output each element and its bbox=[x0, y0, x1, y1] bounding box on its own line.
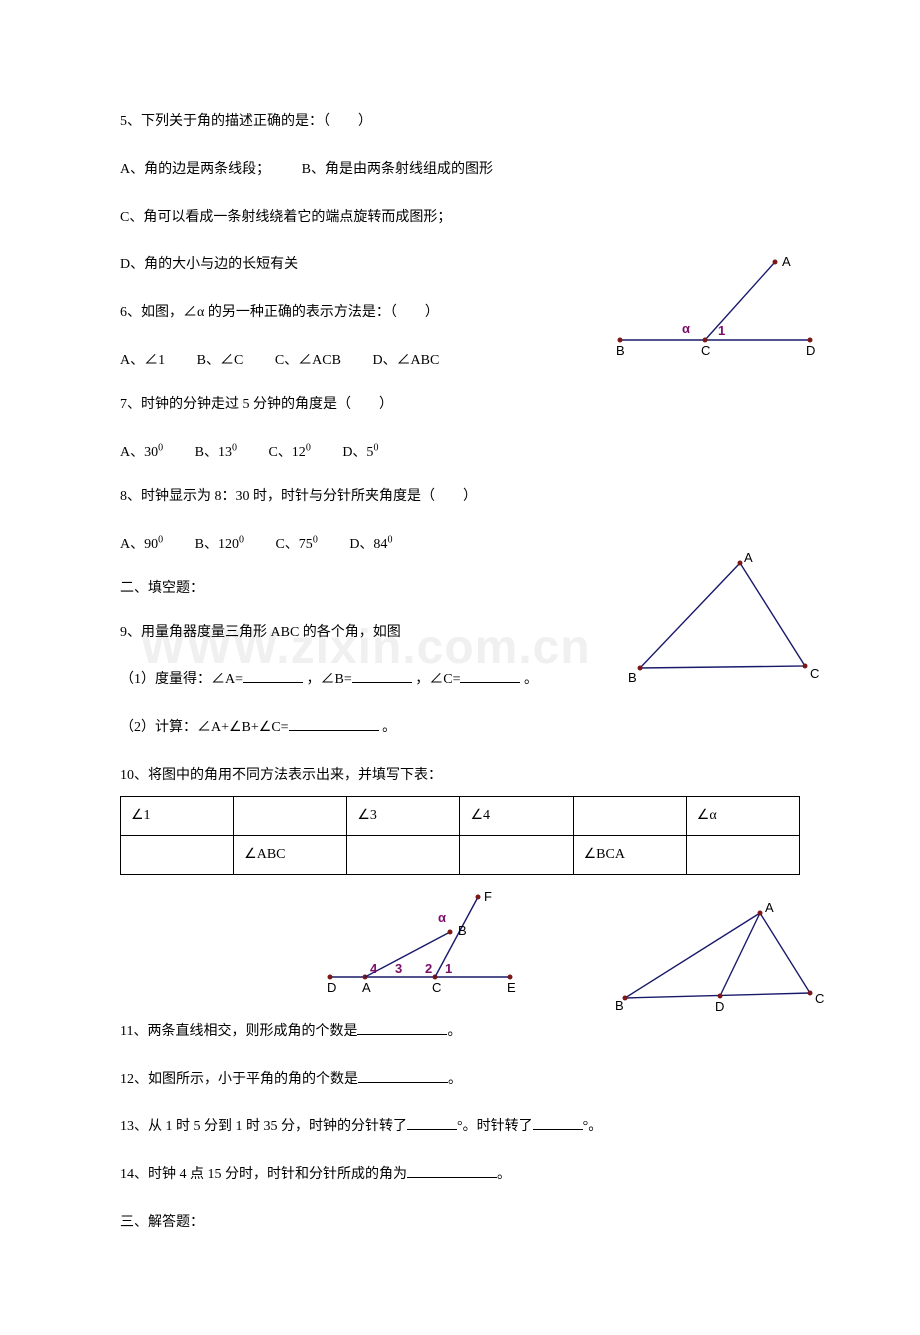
q6-C: C、∠ACB bbox=[275, 349, 341, 369]
q7-B: B、130 bbox=[195, 441, 237, 461]
svg-text:D: D bbox=[327, 980, 336, 995]
svg-text:4: 4 bbox=[370, 961, 378, 976]
q7-A: A、300 bbox=[120, 441, 163, 461]
q5-C: C、角可以看成一条射线绕着它的端点旋转而成图形； bbox=[120, 206, 800, 230]
cell-r2c4 bbox=[460, 835, 573, 874]
q8-stem: 8、时钟显示为 8：30 时，时针与分针所夹角度是（ ） bbox=[120, 485, 800, 509]
table-row: ∠1 ∠3 ∠4 ∠α bbox=[121, 796, 800, 835]
q5-B: B、角是由两条射线组成的图形 bbox=[302, 158, 493, 182]
svg-text:E: E bbox=[507, 980, 516, 995]
q14: 14、时钟 4 点 15 分时，时针和分针所成的角为。 bbox=[120, 1163, 800, 1187]
q7-stem: 7、时钟的分钟走过 5 分钟的角度是（ ） bbox=[120, 393, 800, 417]
cell-r1c6: ∠α bbox=[686, 796, 799, 835]
svg-text:B: B bbox=[628, 670, 637, 685]
cell-r1c3: ∠3 bbox=[347, 796, 460, 835]
q7-options: A、300 B、130 C、120 D、50 bbox=[120, 441, 800, 461]
q5-A: A、角的边是两条线段； bbox=[120, 158, 270, 182]
svg-text:1: 1 bbox=[445, 961, 452, 976]
cell-r2c1 bbox=[121, 835, 234, 874]
svg-text:F: F bbox=[484, 889, 492, 904]
svg-text:3: 3 bbox=[395, 961, 402, 976]
svg-text:2: 2 bbox=[425, 961, 432, 976]
svg-text:D: D bbox=[806, 343, 815, 358]
table-row: ∠ABC ∠BCA bbox=[121, 835, 800, 874]
q5-AB: A、角的边是两条线段； B、角是由两条射线组成的图形 bbox=[120, 158, 800, 182]
svg-text:A: A bbox=[765, 900, 774, 915]
q7-D: D、50 bbox=[342, 441, 378, 461]
svg-text:B: B bbox=[615, 998, 624, 1013]
svg-text:A: A bbox=[744, 550, 753, 565]
svg-text:C: C bbox=[815, 991, 824, 1006]
svg-text:C: C bbox=[810, 666, 819, 681]
cell-r1c4: ∠4 bbox=[460, 796, 573, 835]
q9-figure: A B C bbox=[610, 548, 830, 688]
q10-stem: 10、将图中的角用不同方法表示出来，并填写下表： bbox=[120, 764, 800, 788]
cell-r2c3 bbox=[347, 835, 460, 874]
q6-B: B、∠C bbox=[197, 349, 244, 369]
section-3-heading: 三、解答题： bbox=[120, 1211, 800, 1231]
q10-table: ∠1 ∠3 ∠4 ∠α ∠ABC ∠BCA bbox=[120, 796, 800, 875]
q10-figure: D A C E B F α 1 2 3 4 bbox=[310, 887, 530, 997]
q12: 12、如图所示，小于平角的角的个数是。 bbox=[120, 1068, 800, 1092]
cell-r1c1: ∠1 bbox=[121, 796, 234, 835]
q11: 11、两条直线相交，则形成角的个数是。 bbox=[120, 1020, 800, 1044]
q5-stem: 5、下列关于角的描述正确的是：（ ） bbox=[120, 110, 800, 134]
svg-text:D: D bbox=[715, 999, 724, 1014]
q8-D: D、840 bbox=[349, 533, 392, 553]
svg-text:A: A bbox=[782, 254, 791, 269]
svg-text:1: 1 bbox=[718, 323, 725, 338]
q8-C: C、750 bbox=[275, 533, 317, 553]
q8-A: A、900 bbox=[120, 533, 163, 553]
q12-figure: A B C D bbox=[610, 898, 830, 1018]
cell-r2c6 bbox=[686, 835, 799, 874]
svg-text:A: A bbox=[362, 980, 371, 995]
q6-A: A、∠1 bbox=[120, 349, 165, 369]
svg-text:C: C bbox=[701, 343, 710, 358]
q9-part2: （2）计算：∠A+∠B+∠C= 。 bbox=[120, 716, 800, 740]
svg-text:α: α bbox=[438, 910, 446, 925]
q13: 13、从 1 时 5 分到 1 时 35 分，时钟的分针转了°。时针转了°。 bbox=[120, 1115, 800, 1139]
q7-C: C、120 bbox=[268, 441, 310, 461]
q6-D: D、∠ABC bbox=[372, 349, 439, 369]
cell-r2c2: ∠ABC bbox=[234, 835, 347, 874]
q6-figure: B C D A α 1 bbox=[610, 250, 830, 360]
cell-r1c5 bbox=[573, 796, 686, 835]
svg-text:B: B bbox=[616, 343, 625, 358]
svg-text:B: B bbox=[458, 923, 467, 938]
cell-r2c5: ∠BCA bbox=[573, 835, 686, 874]
svg-text:C: C bbox=[432, 980, 441, 995]
svg-text:α: α bbox=[682, 321, 690, 336]
q8-B: B、1200 bbox=[195, 533, 244, 553]
cell-r1c2 bbox=[234, 796, 347, 835]
